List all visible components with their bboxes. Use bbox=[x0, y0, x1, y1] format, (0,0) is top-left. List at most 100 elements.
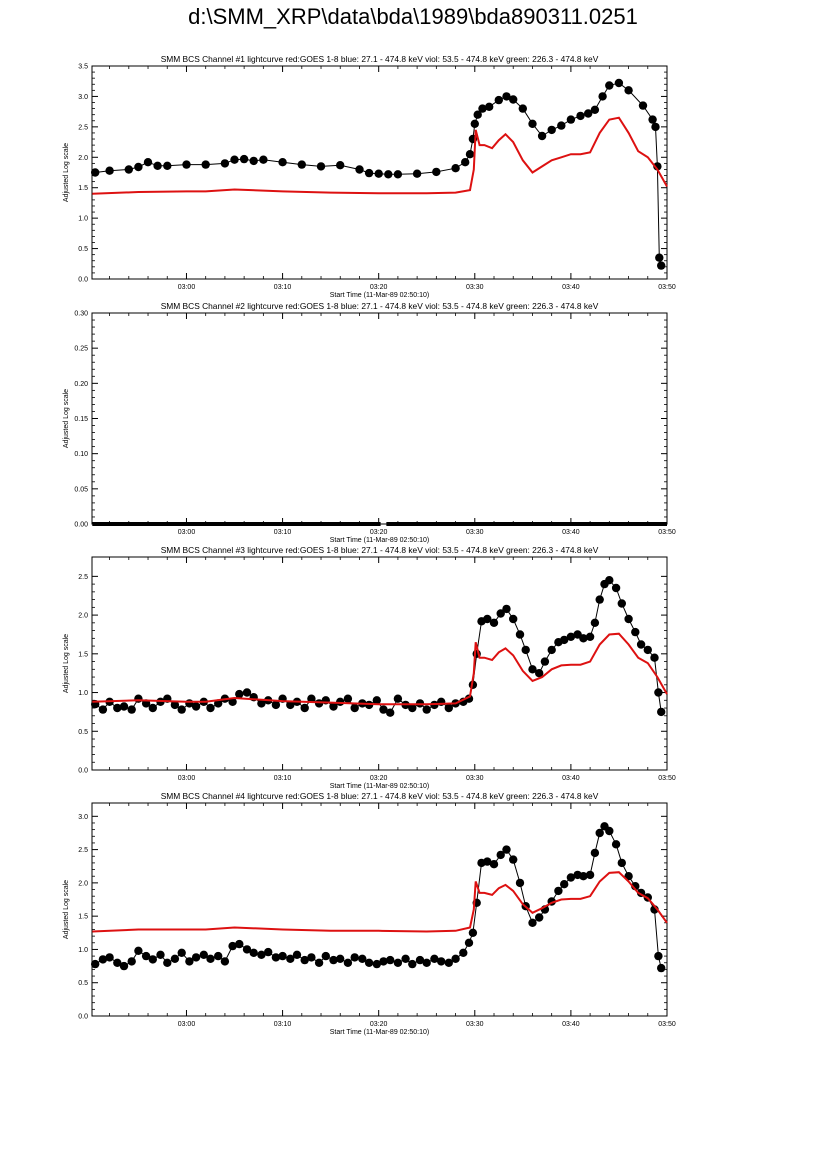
panel-2-ytick-label: 0.25 bbox=[74, 346, 88, 353]
panel-1-bcs-point bbox=[509, 95, 518, 104]
panel-4-bcs-point bbox=[560, 880, 569, 889]
panel-1-bcs-point bbox=[605, 81, 614, 90]
panel-2-title: SMM BCS Channel #2 lightcurve red:GOES 1… bbox=[161, 301, 599, 311]
panel-3-title: SMM BCS Channel #3 lightcurve red:GOES 1… bbox=[161, 545, 599, 555]
panel-3-bcs-point bbox=[515, 630, 525, 639]
panel-3-frame bbox=[91, 556, 668, 771]
panel-3-bcs-point bbox=[579, 634, 588, 643]
panel-1-ylabel: Adjusted Log scale bbox=[63, 143, 70, 202]
panel-4-bcs-point bbox=[314, 958, 324, 967]
panel-1-bcs-point bbox=[105, 166, 114, 175]
panel-4-bcs-point bbox=[496, 850, 505, 860]
panel-1-bcs-point bbox=[557, 121, 566, 130]
panel-4-bcs-point bbox=[408, 959, 417, 969]
panel-3-bcs-point bbox=[521, 645, 530, 655]
panel-3-bcs-point bbox=[235, 689, 244, 699]
panel-1-bcs-point bbox=[566, 115, 576, 124]
panel-4-bcs-point bbox=[595, 828, 604, 838]
panel-3-ytick-label: 0.5 bbox=[78, 729, 88, 736]
panel-4-bcs-point bbox=[257, 950, 266, 959]
panel-2-xtick-label: 03:10 bbox=[274, 529, 292, 536]
panel-2-xtick-label: 03:00 bbox=[178, 529, 196, 536]
panel-3-bcs-point bbox=[547, 645, 556, 655]
panel-3-bcs-point bbox=[643, 645, 652, 655]
panel-4-bcs-point bbox=[307, 953, 316, 962]
panel-3-bcs-point bbox=[134, 694, 143, 703]
panel-2-ytick-label: 0.30 bbox=[74, 311, 88, 318]
panel-1-bcs-point bbox=[297, 160, 306, 169]
panel-4-bcs-point bbox=[228, 941, 237, 951]
panel-4-bcs-point bbox=[292, 950, 302, 959]
panel-1-bcs-point bbox=[465, 150, 475, 159]
panel-1-bcs-point bbox=[91, 168, 100, 177]
panel-1-ytick-label: 2.0 bbox=[78, 155, 88, 162]
panel-4-ytick-label: 3.0 bbox=[78, 814, 88, 821]
panel-4-bcs-point bbox=[444, 958, 453, 967]
panel-4-bcs-point bbox=[113, 958, 122, 967]
panel-1-bcs-point bbox=[230, 155, 239, 164]
panel-3-ylabel: Adjusted Log scale bbox=[63, 634, 70, 693]
panel-3-xtick-label: 03:30 bbox=[466, 775, 484, 782]
panel-3-bcs-point bbox=[300, 703, 309, 713]
panel-3-bcs-point bbox=[113, 703, 122, 713]
panel-2-ytick-label: 0.15 bbox=[74, 416, 88, 423]
panel-1-bcs-point bbox=[537, 131, 547, 141]
panel-4-title: SMM BCS Channel #4 lightcurve red:GOES 1… bbox=[161, 791, 599, 801]
panel-3-bcs-point bbox=[271, 700, 281, 710]
panel-3-bcs-point bbox=[496, 609, 505, 618]
panel-4-bcs-point bbox=[430, 954, 439, 963]
panel-3-bcs-point bbox=[540, 657, 550, 666]
panel-4-bcs-point bbox=[271, 953, 281, 962]
panel-1-xtick-label: 03:20 bbox=[370, 284, 388, 291]
panel-4-bcs-point bbox=[119, 961, 129, 971]
panel-4-ytick-label: 0.0 bbox=[78, 1014, 88, 1021]
panel-1-bcs-point bbox=[143, 158, 153, 167]
panel-1-bcs-point bbox=[651, 122, 660, 132]
panel-3-bcs-point bbox=[343, 694, 353, 703]
panel-4-bcs-point bbox=[336, 954, 345, 963]
panel-3-bcs-point bbox=[228, 697, 237, 706]
panel-3-bcs-point bbox=[148, 703, 157, 713]
panel-4-bcs-point bbox=[235, 939, 244, 949]
panel-1-ytick-label: 0.0 bbox=[78, 277, 88, 284]
panel-3-xlabel: Start Time (11-Mar-89 02:50:10) bbox=[330, 783, 429, 790]
panel-1-bcs-point bbox=[316, 162, 326, 171]
panel-3-bcs-point bbox=[242, 688, 252, 697]
panel-4-bcs-point bbox=[148, 955, 157, 964]
panel-3-xtick-label: 03:20 bbox=[370, 775, 388, 782]
panel-3-xtick-label: 03:50 bbox=[658, 775, 676, 782]
panel-1-ytick-label: 1.0 bbox=[78, 216, 88, 223]
panel-4-bcs-point bbox=[386, 955, 395, 965]
panel-1-xtick-label: 03:50 bbox=[658, 284, 676, 291]
panel-4-ytick-label: 1.5 bbox=[78, 914, 88, 921]
panel-3-xtick-label: 03:00 bbox=[178, 775, 196, 782]
panel-3-ytick-label: 1.5 bbox=[78, 651, 88, 658]
panel-3-bcs-point bbox=[502, 604, 511, 614]
panel-3-bcs-point bbox=[636, 640, 646, 649]
panel-4-bcs-point bbox=[585, 870, 595, 880]
panel-1-bcs-point bbox=[547, 125, 556, 135]
panel-3-bcs-point bbox=[464, 694, 474, 703]
panel-2-ytick-label: 0.00 bbox=[74, 522, 88, 529]
panel-1-bcs-point bbox=[336, 161, 345, 170]
panel-4-bcs-point bbox=[278, 951, 287, 961]
panel-1-ytick-label: 3.5 bbox=[78, 64, 88, 71]
panel-1-bcs-point bbox=[393, 170, 403, 179]
panel-3-bcs-point bbox=[624, 614, 633, 624]
panel-4-ytick-label: 2.0 bbox=[78, 880, 88, 887]
panel-3-bcs-point bbox=[191, 702, 201, 711]
panel-4-bcs-point bbox=[483, 857, 492, 866]
panel-4-bcs-point bbox=[350, 953, 359, 962]
panel-1-bcs-point bbox=[638, 101, 648, 110]
panel-1-bcs-point bbox=[153, 161, 162, 170]
panel-3-bcs-point bbox=[631, 627, 640, 637]
panel-3-bcs-point bbox=[489, 618, 499, 627]
panel-1-bcs-point bbox=[653, 162, 662, 171]
panel-4-bcs-point bbox=[134, 946, 143, 955]
panel-3-bcs-point bbox=[98, 705, 108, 714]
panel-1-xtick-label: 03:00 bbox=[178, 284, 196, 291]
panel-3-xtick-label: 03:10 bbox=[274, 775, 292, 782]
panel-1-bcs-point bbox=[384, 170, 393, 179]
panel-3-bcs-point bbox=[350, 703, 359, 713]
